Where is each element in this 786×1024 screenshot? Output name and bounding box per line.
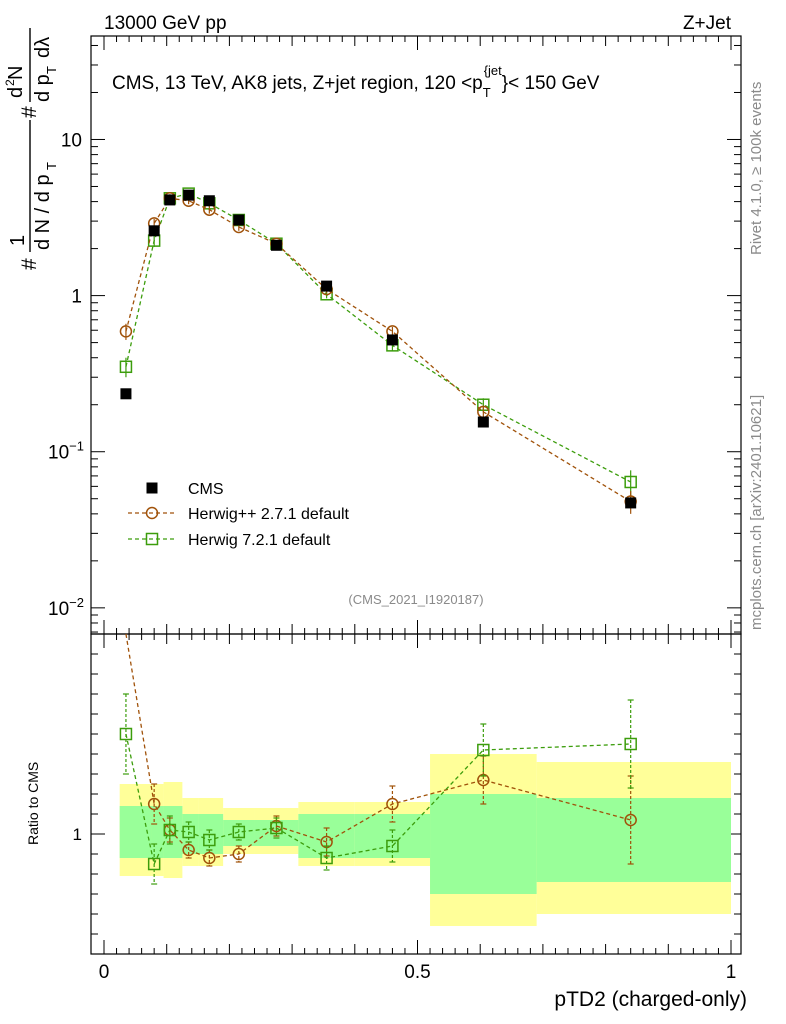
data-point-1 [119, 325, 133, 338]
chart-title-sub: T [483, 85, 491, 100]
ratio-band-inner [430, 794, 537, 894]
ratio-point-2 [182, 825, 195, 839]
ratio-line-2 [125, 733, 631, 867]
svg-text:2: 2 [3, 79, 17, 86]
svg-text:dλ: dλ [32, 37, 54, 58]
ratio-point-2 [270, 821, 283, 835]
data-point-0 [233, 214, 245, 226]
svg-text:T: T [44, 66, 59, 74]
chart-title-sup: {jet [484, 63, 502, 78]
series-line-2 [125, 192, 631, 483]
ratio-point-1 [232, 847, 246, 861]
chart-title-main: CMS, 13 TeV, AK8 jets, Z+jet region, 120… [112, 73, 483, 94]
y-tick-label: 10 [61, 130, 82, 151]
legend-marker [145, 506, 159, 520]
data-point-0 [148, 225, 160, 237]
ratio-point-2 [119, 727, 133, 741]
ratio-point-1 [182, 843, 195, 857]
analysis-id-label: (CMS_2021_I1920187) [348, 592, 483, 607]
x-tick-label: 0.5 [404, 962, 430, 983]
ratio-y-tick-label: 1 [73, 825, 82, 844]
ratio-y-axis-label: Ratio to CMS [25, 762, 41, 845]
data-point-2 [624, 475, 637, 489]
ratio-point-1 [147, 797, 161, 811]
x-axis-label: pTD2 (charged-only) [554, 988, 747, 1011]
data-point-0 [203, 195, 215, 207]
header-process-label: Z+Jet [683, 13, 732, 34]
x-tick-label: 0 [99, 962, 110, 983]
ratio-point-2 [624, 737, 637, 751]
ratio-point-2 [163, 823, 177, 837]
data-point-0 [321, 280, 333, 292]
svg-text:1: 1 [7, 235, 29, 246]
data-point-2 [119, 360, 133, 374]
ratio-point-2 [203, 833, 216, 847]
chart-title: CMS, 13 TeV, AK8 jets, Z+jet region, 120… [112, 63, 600, 100]
data-point-0 [120, 388, 132, 400]
ratio-point-2 [320, 851, 333, 865]
data-point-0 [164, 194, 176, 206]
ratio-band-inner [151, 806, 164, 858]
upper-y-axis-label: # 1 d N / d p T # d 2 N d p T dλ [3, 28, 59, 270]
y-tick-label: 1 [71, 287, 82, 308]
ratio-point-2 [232, 825, 246, 839]
ratio-point-1 [203, 851, 216, 865]
legend-marker [145, 532, 159, 546]
ratio-band-inner [119, 806, 152, 858]
svg-text:d N / d p: d N / d p [32, 174, 54, 250]
legend-label: CMS [188, 481, 224, 498]
data-point-0 [477, 416, 489, 428]
data-point-0 [270, 239, 282, 251]
data-point-0 [386, 334, 398, 346]
header-energy-label: 13000 GeV pp [104, 13, 227, 34]
ratio-band-inner [536, 798, 731, 882]
ratio-point-2 [386, 839, 399, 853]
svg-text:#: # [18, 106, 41, 118]
series-line-1 [125, 197, 632, 503]
svg-text:d p: d p [32, 74, 54, 102]
mcplots-label: mcplots.cern.ch [arXiv:2401.10621] [748, 395, 765, 630]
ratio-band-inner [182, 814, 199, 854]
rivet-version-label: Rivet 4.1.0, ≥ 100k events [748, 82, 765, 255]
data-point-0 [183, 189, 195, 201]
y-tick-label: 10−2 [48, 595, 84, 620]
legend-label: Herwig++ 2.7.1 default [188, 506, 350, 523]
y-tick-label: 10−1 [48, 439, 84, 464]
data-point-0 [625, 497, 637, 509]
ratio-point-2 [477, 743, 490, 757]
ratio-band-inner [163, 806, 183, 858]
chart-title-tail: }< 150 GeV [502, 73, 600, 94]
legend-marker [146, 482, 158, 494]
legend-label: Herwig 7.2.1 default [188, 532, 331, 549]
svg-text:N: N [5, 66, 27, 80]
svg-text:T: T [44, 162, 59, 170]
ratio-point-1 [386, 797, 399, 811]
svg-text:#: # [18, 258, 41, 270]
ratio-point-2 [147, 857, 161, 871]
ratio-point-1 [624, 813, 637, 827]
svg-text:d: d [5, 87, 27, 98]
x-tick-label: 1 [726, 962, 737, 983]
